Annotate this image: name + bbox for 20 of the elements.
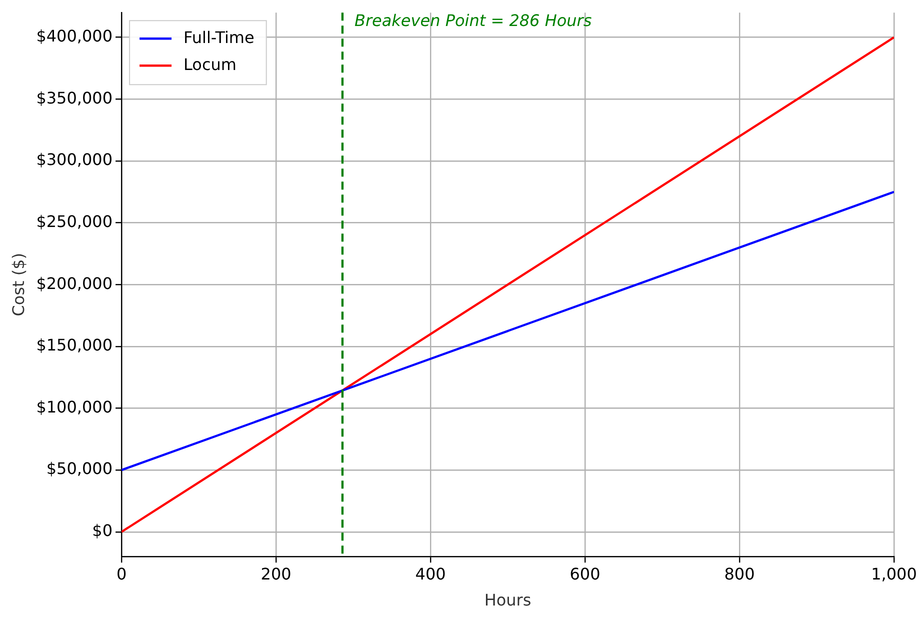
y-tick-label: $250,000 [36, 212, 113, 231]
y-tick-label: $150,000 [36, 336, 113, 355]
x-tick-label: 200 [260, 564, 292, 584]
x-tick-label: 600 [570, 564, 600, 584]
y-tick-label: $300,000 [36, 150, 113, 170]
y-axis-title: Cost ($) [8, 252, 28, 316]
legend-label: Full-Time [184, 28, 254, 47]
y-tick-label: $400,000 [36, 26, 113, 46]
y-tick-label: $350,000 [36, 88, 113, 108]
x-tick-label: 400 [415, 564, 446, 584]
legend-label: Locum [184, 54, 236, 74]
y-tick-label: $200,000 [36, 274, 113, 293]
y-tick-label: $50,000 [46, 459, 113, 478]
ref-line-label: Breakeven Point = 286 Hours [354, 10, 592, 30]
x-tick-label: 1,000 [871, 564, 917, 584]
x-tick-label: 0 [116, 564, 127, 584]
y-tick-label: $100,000 [36, 397, 113, 416]
x-axis-title: Hours [484, 590, 532, 610]
y-tick-label: $0 [92, 521, 113, 540]
x-tick-label: 800 [724, 564, 755, 584]
